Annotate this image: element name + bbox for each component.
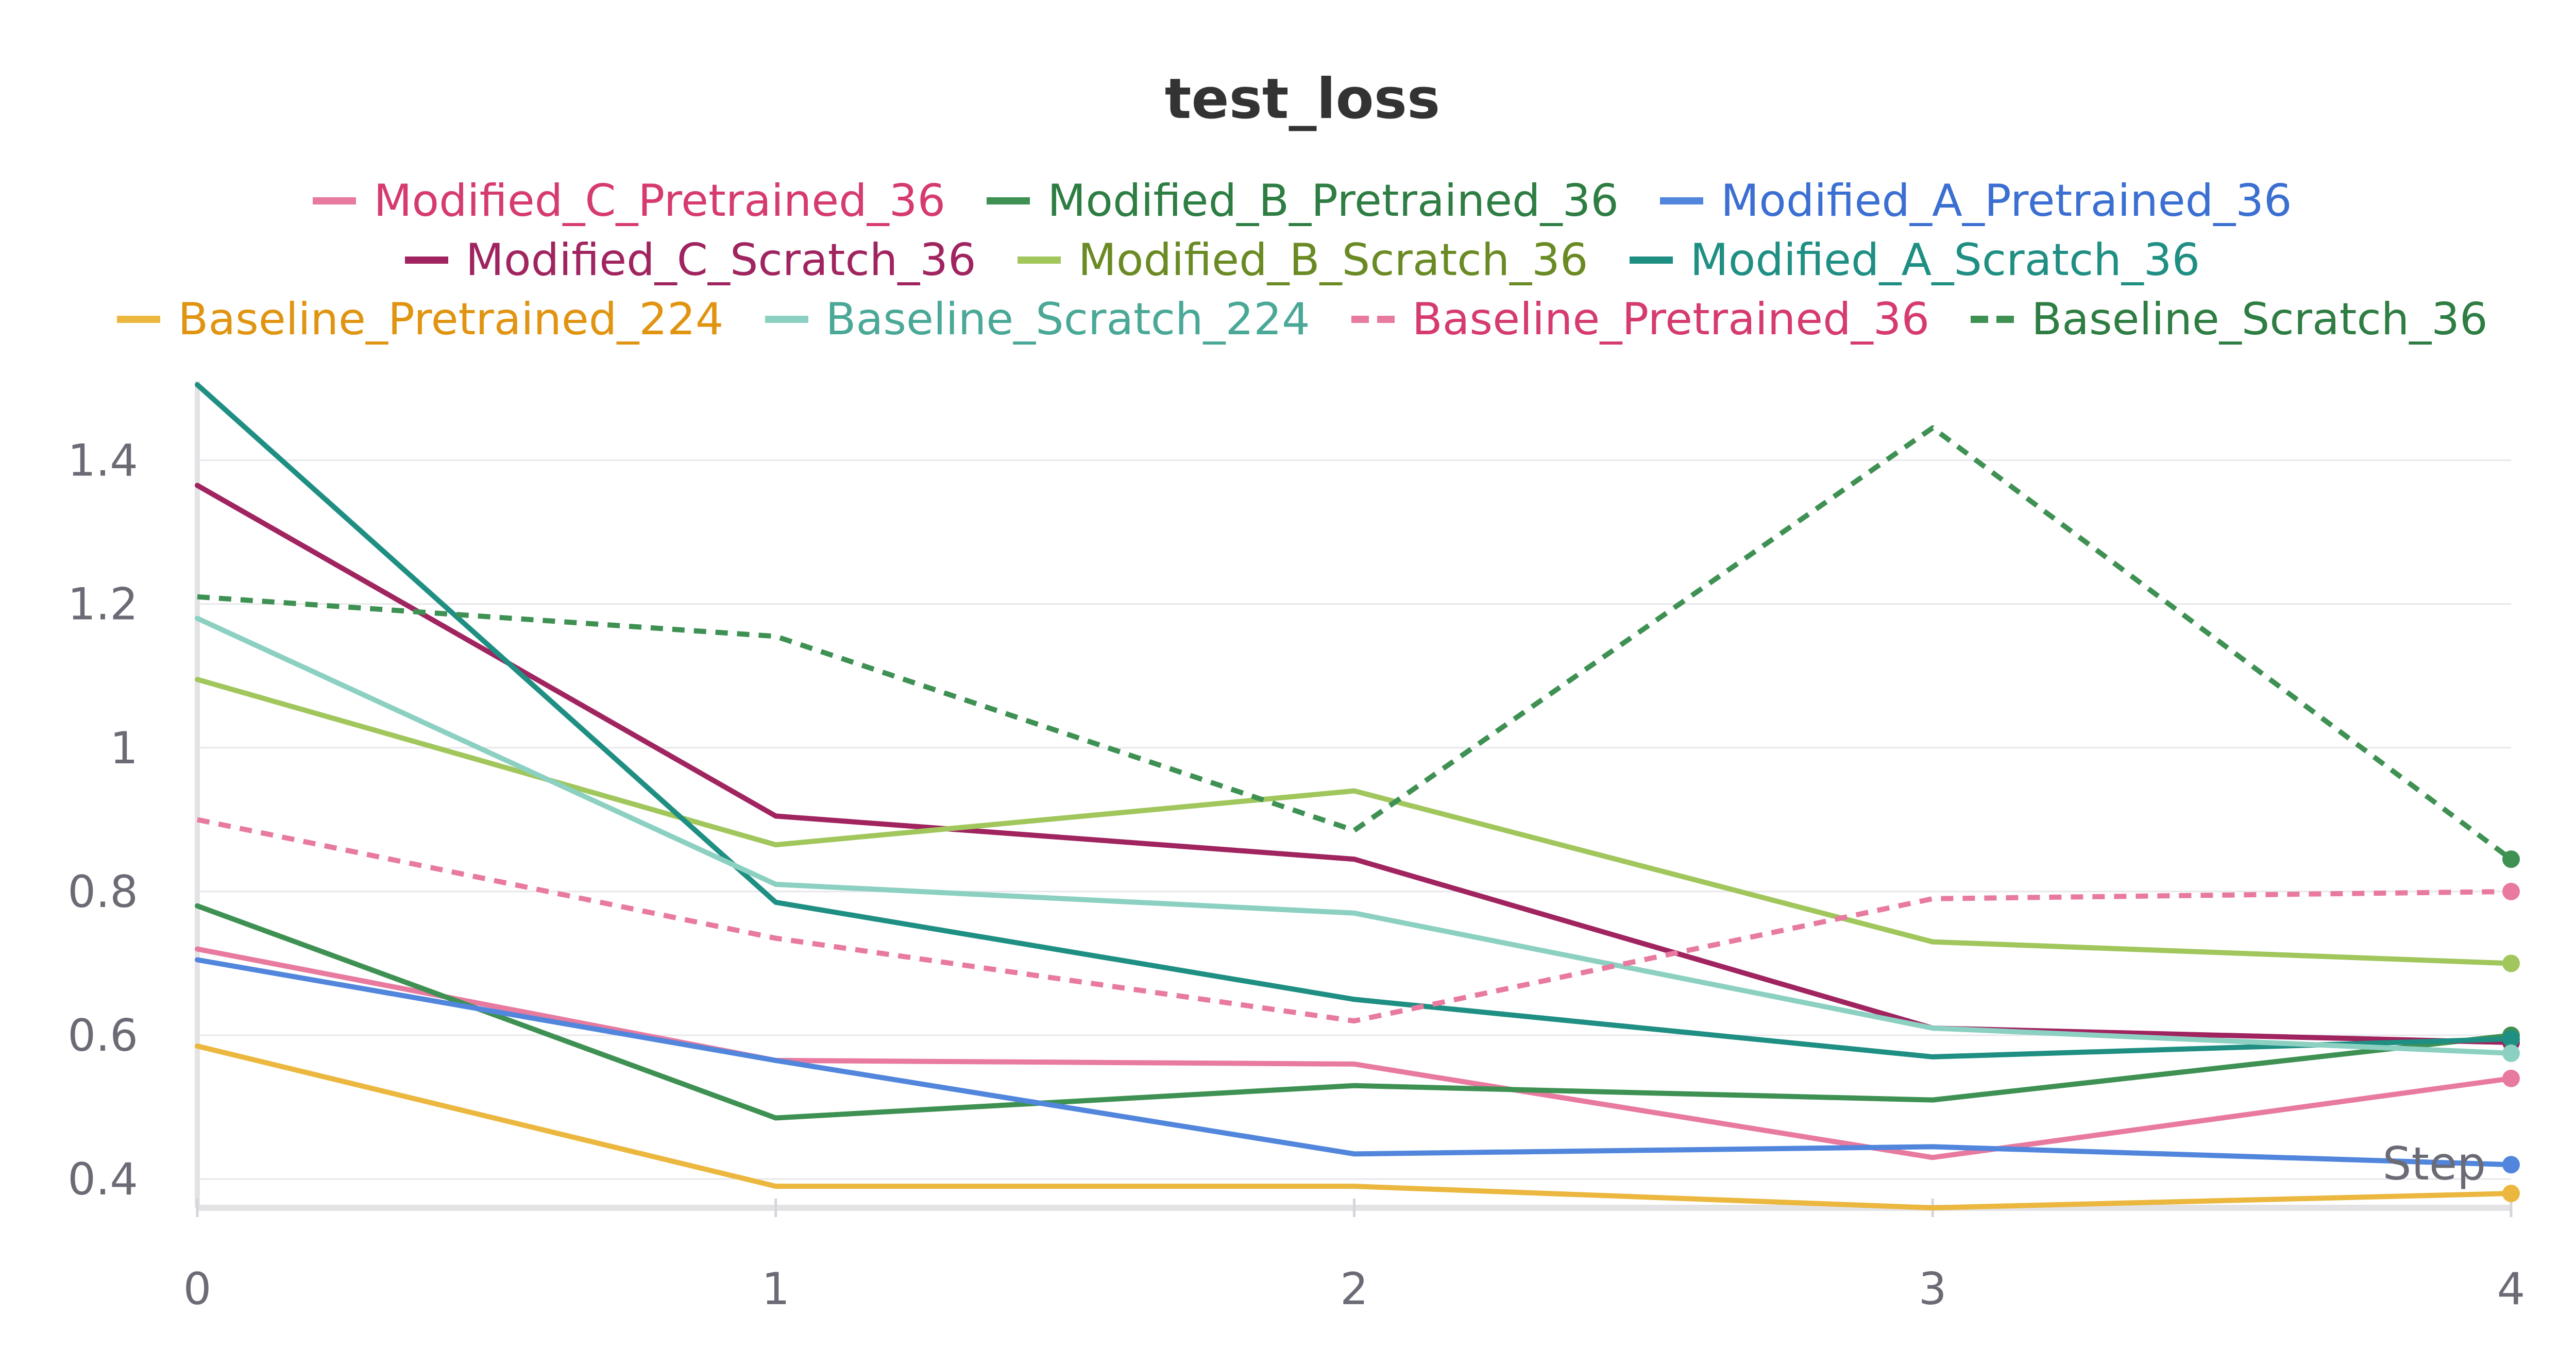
legend-label: Modified_B_Scratch_36	[1078, 234, 1588, 286]
y-tick-label: 0.4	[67, 1154, 138, 1205]
series-end-point	[2502, 882, 2520, 900]
legend-item[interactable]: Baseline_Scratch_224	[765, 294, 1310, 345]
legend-row: Modified_C_Pretrained_36 Modified_B_Pretr…	[0, 175, 2576, 227]
legend-item[interactable]: Modified_B_Scratch_36	[1017, 234, 1588, 286]
legend-swatch	[765, 316, 808, 323]
legend-swatch	[404, 256, 448, 264]
y-tick-label: 0.8	[67, 866, 138, 918]
legend-label: Baseline_Scratch_36	[2031, 294, 2488, 345]
series-line	[197, 425, 2513, 862]
series-end-point	[2502, 1069, 2520, 1087]
series-line	[195, 382, 2514, 1059]
legend-swatch	[1629, 256, 1673, 264]
x-tick-label: 3	[1919, 1263, 1947, 1315]
x-tick-label: 1	[761, 1263, 790, 1315]
series-line	[196, 817, 2512, 1024]
legend-label: Baseline_Scratch_224	[825, 294, 1310, 345]
legend-item[interactable]: Modified_A_Pretrained_36	[1660, 175, 2292, 227]
y-tick-label: 1.2	[67, 579, 138, 630]
y-tick-label: 1.4	[67, 435, 138, 487]
legend-item[interactable]: Modified_B_Pretrained_36	[987, 175, 1619, 227]
series-end-point	[2502, 1156, 2520, 1174]
legend-swatch	[313, 197, 357, 204]
legend-label: Modified_A_Scratch_36	[1690, 234, 2200, 286]
series-line	[195, 615, 2514, 1056]
chart-title: test_loss	[1164, 67, 1440, 131]
x-axis-label: Step	[2383, 1137, 2486, 1190]
legend-label: Modified_B_Pretrained_36	[1047, 175, 1619, 227]
legend-row: Modified_C_Scratch_36 Modified_B_Scratch_…	[0, 234, 2576, 286]
legend-label: Modified_C_Scratch_36	[465, 234, 976, 286]
series-line	[195, 483, 2514, 1045]
legend-item[interactable]: Modified_C_Scratch_36	[404, 234, 976, 286]
legend-row: Baseline_Pretrained_224 Baseline_Scratch_…	[0, 294, 2576, 345]
legend-label: Baseline_Pretrained_36	[1412, 294, 1930, 345]
series-end-point	[2502, 1044, 2520, 1062]
legend-label: Modified_A_Pretrained_36	[1721, 175, 2292, 227]
legend-swatch	[987, 197, 1030, 204]
y-tick-label: 0.6	[67, 1010, 138, 1062]
end-points	[2502, 850, 2520, 1203]
series-lines	[195, 382, 2514, 1210]
legend-swatch	[1971, 316, 2014, 323]
legend-label: Modified_C_Pretrained_36	[374, 175, 946, 227]
x-tick-label: 4	[2497, 1263, 2526, 1315]
x-tick-label: 0	[183, 1263, 212, 1315]
series-end-point	[2502, 1185, 2520, 1203]
series-line	[195, 957, 2514, 1168]
legend-item[interactable]: Baseline_Pretrained_224	[117, 294, 724, 345]
series-line	[195, 677, 2514, 966]
legend-swatch	[1351, 316, 1395, 323]
legend-item[interactable]: Modified_C_Pretrained_36	[313, 175, 945, 227]
series-end-point	[2502, 954, 2520, 972]
series-end-point	[2502, 850, 2520, 868]
grid-lines	[197, 459, 2511, 1180]
series-line	[195, 903, 2514, 1121]
series-line	[195, 1043, 2514, 1210]
legend-item[interactable]: Baseline_Pretrained_36	[1351, 294, 1929, 345]
legend-item[interactable]: Baseline_Scratch_36	[1971, 294, 2488, 345]
y-tick-label: 1	[110, 723, 138, 774]
x-tick-label: 2	[1340, 1263, 1368, 1315]
axes: 0.4 0.6 0.8 1 1.2 1.4 0 1 2 3 4	[67, 381, 2525, 1315]
legend-swatch	[1660, 197, 1704, 204]
legend-swatch	[117, 316, 161, 323]
series-end-point	[2502, 1030, 2520, 1048]
legend-swatch	[1017, 256, 1061, 264]
legend-item[interactable]: Modified_A_Scratch_36	[1629, 234, 2200, 286]
legend-label: Baseline_Pretrained_224	[178, 294, 724, 345]
series-line	[195, 946, 2514, 1160]
